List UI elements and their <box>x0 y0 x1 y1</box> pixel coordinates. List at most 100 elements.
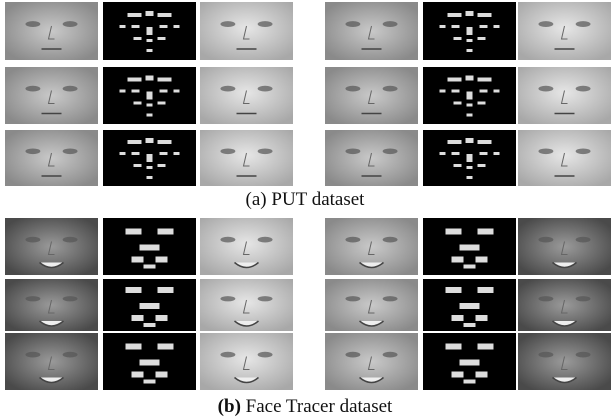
landmark-image <box>423 2 516 60</box>
eye <box>258 352 273 358</box>
face-image <box>518 279 611 331</box>
face-bg <box>325 2 418 60</box>
face-bg <box>518 130 611 186</box>
landmark <box>454 164 462 167</box>
landmark <box>128 13 142 17</box>
eye <box>538 296 553 301</box>
landmark <box>126 229 142 235</box>
eye <box>25 148 40 154</box>
landmark <box>467 49 473 52</box>
eye <box>538 148 553 154</box>
landmark <box>156 372 168 378</box>
eye <box>25 296 40 301</box>
eye <box>63 148 78 154</box>
landmark <box>132 25 140 28</box>
face-bg <box>518 2 611 60</box>
landmark <box>146 138 154 143</box>
face-bg <box>200 67 293 124</box>
landmark <box>132 152 140 155</box>
eye <box>576 352 591 358</box>
landmark <box>467 176 473 179</box>
landmark-image <box>423 218 516 275</box>
landmark <box>158 164 166 167</box>
eye <box>538 86 553 92</box>
landmark <box>460 360 480 366</box>
landmark <box>452 90 460 93</box>
face-bg <box>5 2 98 60</box>
landmark <box>467 104 473 107</box>
eye <box>345 86 360 92</box>
face-image <box>5 67 98 124</box>
landmark <box>467 114 473 117</box>
eye <box>63 86 78 92</box>
landmark <box>174 25 180 28</box>
eye <box>345 148 360 154</box>
landmark <box>174 152 180 155</box>
landmark <box>158 344 174 350</box>
landmark <box>146 11 154 16</box>
landmark <box>158 102 166 105</box>
landmark <box>452 315 464 321</box>
landmark <box>478 140 492 144</box>
face-bg <box>200 2 293 60</box>
landmark <box>452 372 464 378</box>
landmark <box>120 90 126 93</box>
face-image <box>5 333 98 390</box>
landmark <box>158 13 172 17</box>
landmark <box>156 315 168 321</box>
eye <box>383 296 398 301</box>
face-image <box>200 218 293 275</box>
landmark <box>147 92 153 100</box>
eye <box>258 86 273 92</box>
landmark <box>478 229 494 235</box>
landmark <box>446 229 462 235</box>
eye <box>576 296 591 301</box>
landmark <box>144 380 156 384</box>
face-image <box>518 218 611 275</box>
landmark <box>158 229 174 235</box>
face-image <box>518 333 611 390</box>
face-image <box>200 130 293 186</box>
face-image <box>5 218 98 275</box>
landmark <box>140 245 160 251</box>
landmark-image <box>423 67 516 124</box>
face-image <box>200 333 293 390</box>
landmark <box>134 102 142 105</box>
eye <box>383 237 398 243</box>
landmark <box>476 257 488 263</box>
landmark <box>144 323 156 327</box>
eye <box>576 148 591 154</box>
landmark <box>452 257 464 263</box>
face-image <box>518 130 611 186</box>
eye <box>576 237 591 243</box>
landmark <box>132 90 140 93</box>
landmark <box>460 303 480 309</box>
landmark-image <box>103 333 196 390</box>
landmark <box>476 315 488 321</box>
face-image <box>518 2 611 60</box>
landmark <box>126 287 142 293</box>
landmark <box>120 25 126 28</box>
eye <box>345 296 360 301</box>
eye <box>383 21 398 27</box>
landmark <box>158 287 174 293</box>
landmark <box>440 25 446 28</box>
landmark-image <box>103 67 196 124</box>
landmark <box>446 287 462 293</box>
face-image <box>200 67 293 124</box>
eye <box>538 21 553 27</box>
face-image <box>518 67 611 124</box>
landmark <box>448 78 462 82</box>
eye <box>258 296 273 301</box>
landmark <box>140 303 160 309</box>
landmark <box>147 176 153 179</box>
eye <box>220 148 235 154</box>
eye <box>383 86 398 92</box>
landmark <box>452 25 460 28</box>
eye <box>538 237 553 243</box>
face-image <box>325 333 418 390</box>
landmark <box>454 102 462 105</box>
eye <box>345 352 360 358</box>
face-image <box>325 2 418 60</box>
landmark <box>158 140 172 144</box>
